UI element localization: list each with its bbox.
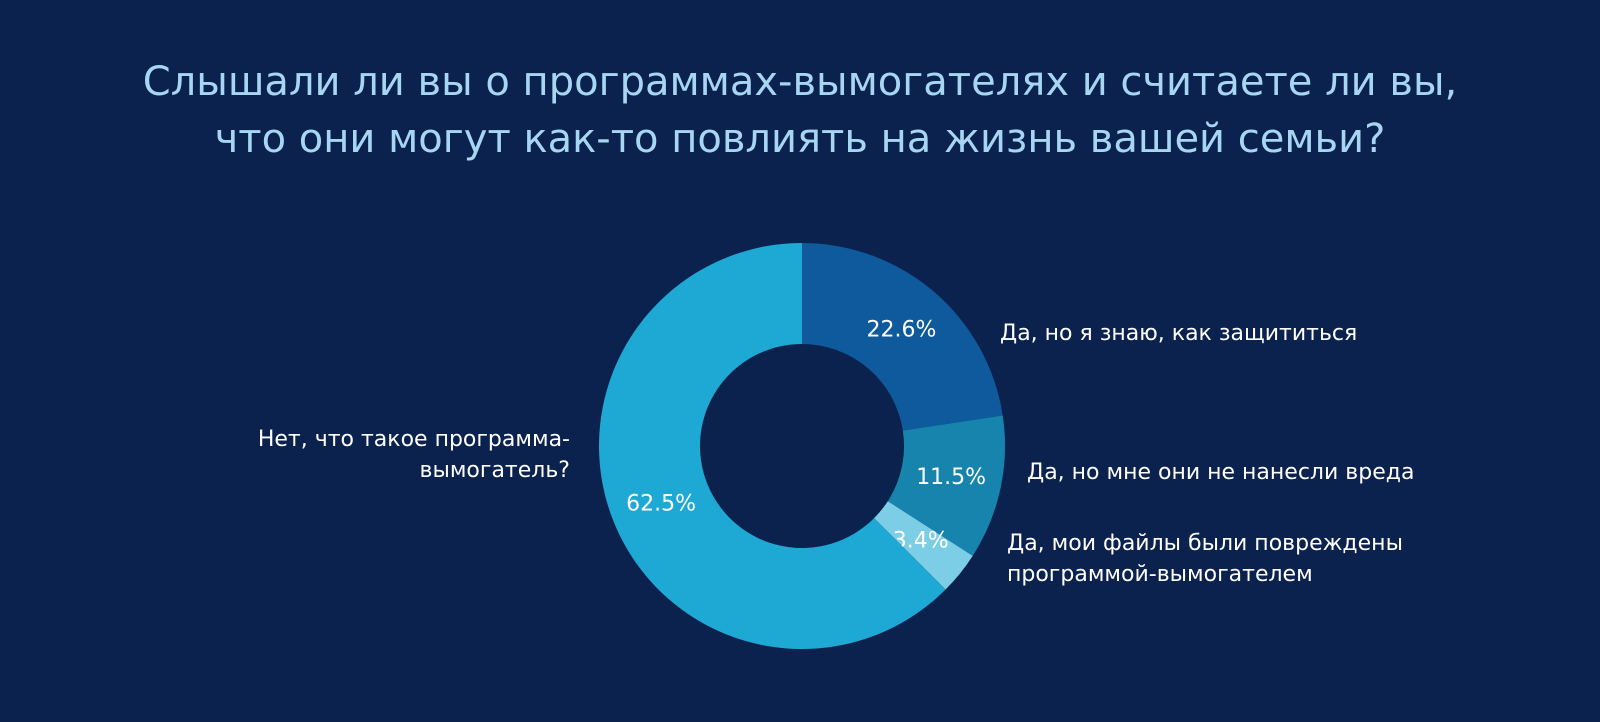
value-label: 62.5% (626, 491, 696, 516)
category-label: Нет, что такое программа-вымогатель? (257, 427, 570, 483)
donut-slice (598, 243, 946, 650)
category-label: Да, мои файлы были повреждены программой… (1007, 531, 1403, 587)
donut-slice (802, 243, 1003, 431)
donut-slice (887, 415, 1005, 556)
category-label: Да, но я знаю, как защититься (1000, 321, 1358, 346)
donut-slice (874, 501, 973, 590)
chart-title: Слышали ли вы о программах-вымогателях и… (143, 59, 1458, 105)
value-label: 11.5% (916, 465, 986, 490)
chart-title: что они могут как-то повлиять на жизнь в… (215, 116, 1386, 162)
value-label: 22.6% (866, 317, 936, 342)
category-label: Да, но мне они не нанесли вреда (1027, 460, 1415, 485)
